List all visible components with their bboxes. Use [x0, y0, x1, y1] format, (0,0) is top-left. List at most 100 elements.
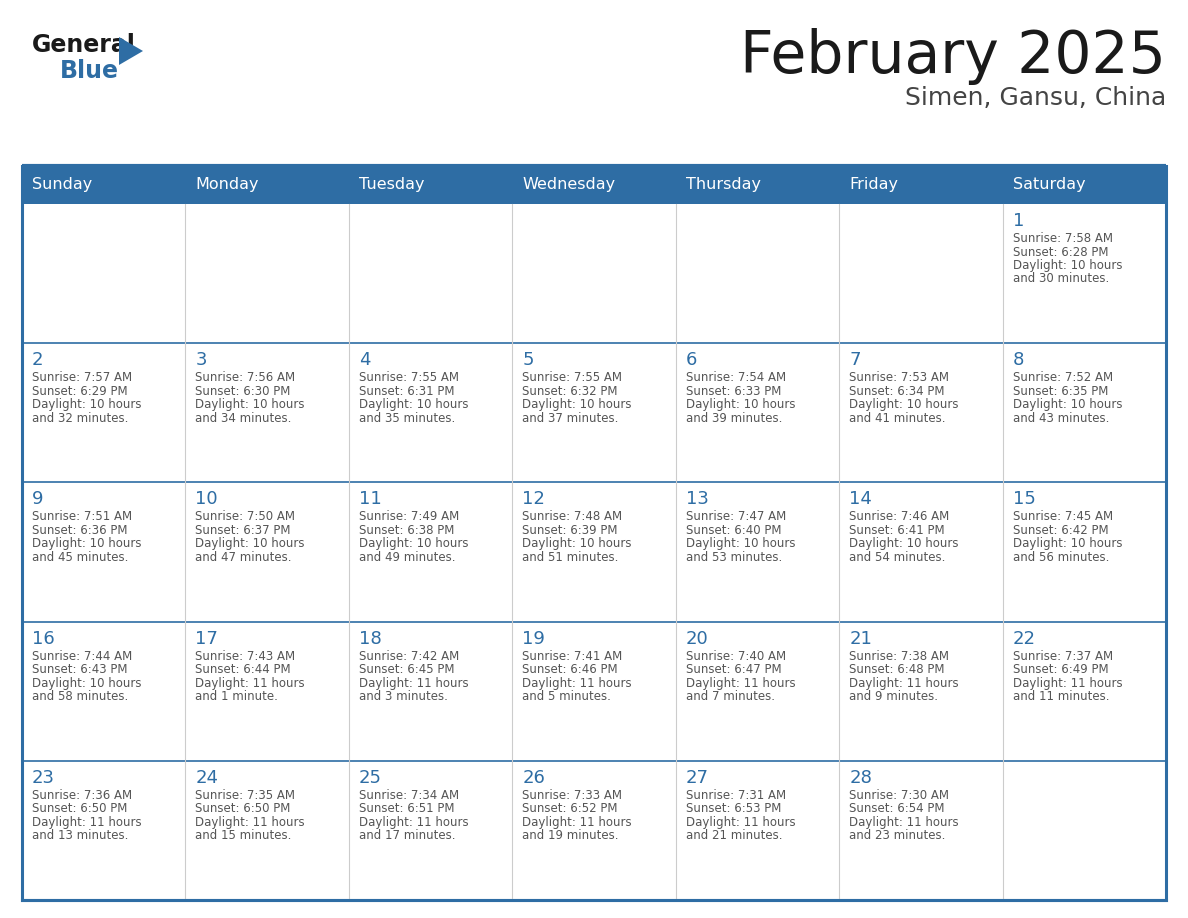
Text: Daylight: 11 hours: Daylight: 11 hours — [849, 677, 959, 689]
Text: 6: 6 — [685, 352, 697, 369]
Text: Sunrise: 7:36 AM: Sunrise: 7:36 AM — [32, 789, 132, 801]
Bar — [185, 204, 349, 343]
Bar — [512, 621, 676, 761]
Text: Daylight: 10 hours: Daylight: 10 hours — [523, 537, 632, 551]
Text: 18: 18 — [359, 630, 381, 647]
Text: and 1 minute.: and 1 minute. — [196, 690, 278, 703]
Text: Saturday: Saturday — [1012, 177, 1085, 193]
Text: Sunrise: 7:34 AM: Sunrise: 7:34 AM — [359, 789, 459, 801]
Text: and 37 minutes.: and 37 minutes. — [523, 411, 619, 425]
Text: Sunset: 6:38 PM: Sunset: 6:38 PM — [359, 524, 454, 537]
Text: Sunrise: 7:44 AM: Sunrise: 7:44 AM — [32, 650, 132, 663]
Text: and 7 minutes.: and 7 minutes. — [685, 690, 775, 703]
Text: Sunrise: 7:53 AM: Sunrise: 7:53 AM — [849, 371, 949, 385]
Text: Sunrise: 7:52 AM: Sunrise: 7:52 AM — [1012, 371, 1113, 385]
Text: Sunset: 6:54 PM: Sunset: 6:54 PM — [849, 802, 944, 815]
Text: Sunset: 6:49 PM: Sunset: 6:49 PM — [1012, 663, 1108, 676]
Text: Sunrise: 7:30 AM: Sunrise: 7:30 AM — [849, 789, 949, 801]
Text: Sunrise: 7:58 AM: Sunrise: 7:58 AM — [1012, 232, 1113, 245]
Text: Friday: Friday — [849, 177, 898, 193]
Text: and 15 minutes.: and 15 minutes. — [196, 829, 292, 843]
Text: 28: 28 — [849, 768, 872, 787]
Text: Sunset: 6:30 PM: Sunset: 6:30 PM — [196, 385, 291, 397]
Text: Daylight: 11 hours: Daylight: 11 hours — [1012, 677, 1123, 689]
Bar — [839, 343, 1003, 482]
Text: Daylight: 10 hours: Daylight: 10 hours — [359, 537, 468, 551]
Text: Sunrise: 7:45 AM: Sunrise: 7:45 AM — [1012, 510, 1113, 523]
Text: and 43 minutes.: and 43 minutes. — [1012, 411, 1108, 425]
Bar — [23, 482, 185, 621]
Bar — [839, 482, 1003, 621]
Bar — [1003, 343, 1165, 482]
Text: Daylight: 10 hours: Daylight: 10 hours — [196, 537, 305, 551]
Text: 27: 27 — [685, 768, 709, 787]
Bar — [185, 166, 349, 204]
Text: Sunrise: 7:54 AM: Sunrise: 7:54 AM — [685, 371, 785, 385]
Text: Sunset: 6:51 PM: Sunset: 6:51 PM — [359, 802, 454, 815]
Bar — [512, 761, 676, 900]
Text: and 11 minutes.: and 11 minutes. — [1012, 690, 1110, 703]
Text: Sunrise: 7:51 AM: Sunrise: 7:51 AM — [32, 510, 132, 523]
Text: 5: 5 — [523, 352, 533, 369]
Text: Sunset: 6:47 PM: Sunset: 6:47 PM — [685, 663, 782, 676]
Bar — [349, 166, 512, 204]
Text: and 53 minutes.: and 53 minutes. — [685, 551, 782, 564]
Text: 26: 26 — [523, 768, 545, 787]
Text: Daylight: 11 hours: Daylight: 11 hours — [32, 816, 141, 829]
Text: Sunset: 6:50 PM: Sunset: 6:50 PM — [196, 802, 291, 815]
Text: 16: 16 — [32, 630, 55, 647]
Bar — [185, 621, 349, 761]
Text: Sunrise: 7:48 AM: Sunrise: 7:48 AM — [523, 510, 623, 523]
Text: and 21 minutes.: and 21 minutes. — [685, 829, 782, 843]
Bar — [839, 621, 1003, 761]
Text: Blue: Blue — [61, 59, 119, 83]
Text: Daylight: 10 hours: Daylight: 10 hours — [32, 537, 141, 551]
Text: and 47 minutes.: and 47 minutes. — [196, 551, 292, 564]
Text: and 19 minutes.: and 19 minutes. — [523, 829, 619, 843]
Bar — [185, 343, 349, 482]
Text: and 3 minutes.: and 3 minutes. — [359, 690, 448, 703]
Text: Daylight: 11 hours: Daylight: 11 hours — [523, 677, 632, 689]
Text: 23: 23 — [32, 768, 55, 787]
Text: Sunset: 6:42 PM: Sunset: 6:42 PM — [1012, 524, 1108, 537]
Text: Daylight: 10 hours: Daylight: 10 hours — [196, 398, 305, 411]
Text: 19: 19 — [523, 630, 545, 647]
Text: Sunrise: 7:47 AM: Sunrise: 7:47 AM — [685, 510, 786, 523]
Bar — [349, 204, 512, 343]
Text: Sunset: 6:39 PM: Sunset: 6:39 PM — [523, 524, 618, 537]
Text: Daylight: 11 hours: Daylight: 11 hours — [523, 816, 632, 829]
Text: Daylight: 10 hours: Daylight: 10 hours — [359, 398, 468, 411]
Text: Daylight: 11 hours: Daylight: 11 hours — [196, 677, 305, 689]
Text: 15: 15 — [1012, 490, 1036, 509]
Bar — [512, 204, 676, 343]
Text: Sunrise: 7:55 AM: Sunrise: 7:55 AM — [523, 371, 623, 385]
Text: Daylight: 11 hours: Daylight: 11 hours — [685, 816, 795, 829]
Text: Sunset: 6:31 PM: Sunset: 6:31 PM — [359, 385, 454, 397]
Bar — [839, 166, 1003, 204]
Text: 17: 17 — [196, 630, 219, 647]
Text: and 51 minutes.: and 51 minutes. — [523, 551, 619, 564]
Text: Monday: Monday — [196, 177, 259, 193]
Text: Sunrise: 7:43 AM: Sunrise: 7:43 AM — [196, 650, 296, 663]
Text: Sunrise: 7:35 AM: Sunrise: 7:35 AM — [196, 789, 296, 801]
Text: Sunday: Sunday — [32, 177, 93, 193]
Bar — [349, 482, 512, 621]
Text: Sunrise: 7:38 AM: Sunrise: 7:38 AM — [849, 650, 949, 663]
Text: Daylight: 10 hours: Daylight: 10 hours — [523, 398, 632, 411]
Text: Daylight: 10 hours: Daylight: 10 hours — [1012, 537, 1123, 551]
Text: 9: 9 — [32, 490, 44, 509]
Bar — [1003, 761, 1165, 900]
Text: 21: 21 — [849, 630, 872, 647]
Text: 8: 8 — [1012, 352, 1024, 369]
Text: 11: 11 — [359, 490, 381, 509]
Text: Sunset: 6:36 PM: Sunset: 6:36 PM — [32, 524, 127, 537]
Bar — [676, 204, 839, 343]
Text: and 32 minutes.: and 32 minutes. — [32, 411, 128, 425]
Text: 4: 4 — [359, 352, 371, 369]
Bar — [676, 343, 839, 482]
Text: Sunset: 6:29 PM: Sunset: 6:29 PM — [32, 385, 127, 397]
Bar — [185, 482, 349, 621]
Bar — [23, 166, 185, 204]
Text: February 2025: February 2025 — [740, 28, 1165, 85]
Bar — [23, 204, 185, 343]
